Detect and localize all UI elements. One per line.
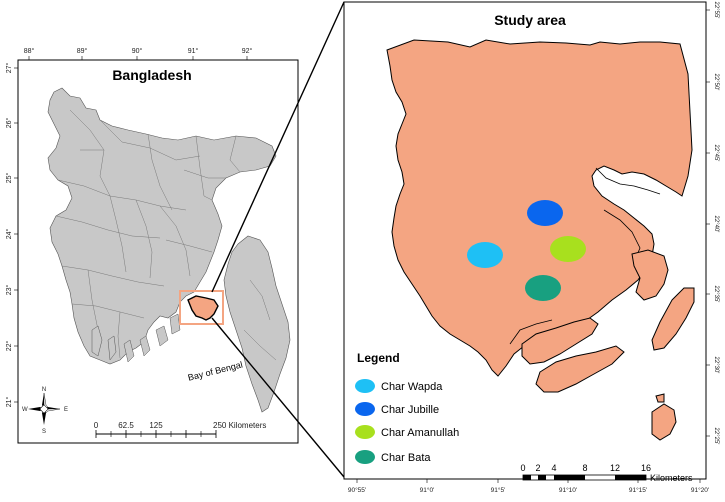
legend-title: Legend — [357, 351, 400, 365]
lon-tick-label: 91°10' — [559, 486, 577, 494]
compass-w-label: W — [22, 407, 28, 413]
legend-label-char-wapda: Char Wapda — [381, 381, 443, 393]
legend-swatch-char-amanullah — [355, 425, 375, 439]
scalebar-label: 12 — [610, 463, 620, 473]
lat-tick-label: 22°45' — [713, 145, 719, 162]
lat-tick-label: 21° — [5, 397, 13, 408]
chittagong-strip — [223, 235, 291, 413]
lat-tick-label: 23° — [5, 285, 13, 296]
bangladesh-map-title: Bangladesh — [112, 67, 191, 83]
lat-tick-label: 22° — [5, 341, 13, 352]
lat-tick-label: 25° — [5, 173, 13, 184]
compass-s-label: S — [42, 429, 46, 435]
lon-tick-label: 89° — [77, 47, 88, 55]
scalebar-label: 62.5 — [118, 421, 134, 430]
lat-tick-label: 22°35' — [713, 286, 719, 303]
scalebar-label: 16 — [641, 463, 651, 473]
site-char-jubille — [527, 200, 563, 226]
compass-rose: N S E W — [22, 387, 68, 435]
bangladesh-top-ticks: 88° 89° 90° 91° 92° — [24, 47, 253, 60]
scalebar-label: 2 — [535, 463, 540, 473]
lat-tick-label: 22°25' — [713, 428, 719, 445]
lon-tick-label: 91° — [188, 47, 199, 55]
legend-swatch-char-bata — [355, 450, 375, 464]
legend-label-char-bata: Char Bata — [381, 452, 431, 464]
lat-tick-label: 22°50' — [713, 74, 719, 91]
study-area-right-ticks: 22°55' 22°50' 22°45' 22°40' 22°35' 22°30… — [706, 2, 719, 445]
scalebar-unit-label: Kilometers — [650, 473, 693, 483]
legend-label-char-amanullah: Char Amanullah — [381, 427, 459, 439]
scalebar-label: 125 — [149, 421, 163, 430]
study-area-legend: Legend Char Wapda Char Jubille Char Aman… — [355, 351, 459, 464]
study-area-scalebar: 0 2 4 8 12 16 Kilometers — [520, 463, 693, 483]
lon-tick-label: 88° — [24, 47, 35, 55]
site-char-amanullah — [550, 236, 586, 262]
lat-tick-label: 22°30' — [713, 357, 719, 374]
lon-tick-label: 90° — [132, 47, 143, 55]
study-area-inset-box — [179, 290, 224, 325]
lat-tick-label: 27° — [5, 63, 13, 74]
zoom-line-top — [211, 1, 345, 293]
lon-tick-label: 91°20' — [691, 486, 709, 494]
scalebar-label: 0 — [94, 421, 99, 430]
legend-swatch-char-jubille — [355, 402, 375, 416]
site-char-wapda — [467, 242, 503, 268]
lon-tick-label: 91°15' — [629, 486, 647, 494]
lon-tick-label: 91°0' — [420, 486, 435, 494]
lat-tick-label: 26° — [5, 118, 13, 129]
site-char-bata — [525, 275, 561, 301]
scalebar-label: 250 Kilometers — [213, 421, 266, 430]
legend-swatch-char-wapda — [355, 379, 375, 393]
lon-tick-label: 92° — [242, 47, 253, 55]
compass-e-label: E — [64, 407, 68, 413]
study-area-highlight — [187, 295, 219, 321]
lon-tick-label: 91°5' — [491, 486, 506, 494]
lat-tick-label: 22°40' — [713, 216, 719, 233]
lon-tick-label: 90°55' — [348, 486, 366, 494]
study-area-islands — [521, 249, 695, 441]
district-boundaries — [55, 109, 277, 361]
scalebar-label: 8 — [582, 463, 587, 473]
legend-label-char-jubille: Char Jubille — [381, 404, 439, 416]
lat-tick-label: 24° — [5, 229, 13, 240]
study-area-title: Study area — [494, 12, 566, 28]
bangladesh-scalebar: 0 62.5 125 250 Kilometers — [94, 421, 266, 438]
bangladesh-landmass — [47, 87, 277, 365]
delta-islands — [91, 313, 181, 363]
lat-tick-label: 22°55' — [713, 2, 719, 19]
bangladesh-left-ticks: 27° 26° 25° 24° 23° 22° 21° — [5, 63, 18, 408]
scalebar-label: 4 — [551, 463, 556, 473]
scalebar-label: 0 — [520, 463, 525, 473]
zoom-line-bottom — [211, 317, 345, 478]
compass-n-label: N — [42, 387, 46, 393]
study-area-bottom-ticks: 90°55' 91°0' 91°5' 91°10' 91°15' 91°20' — [348, 479, 709, 494]
